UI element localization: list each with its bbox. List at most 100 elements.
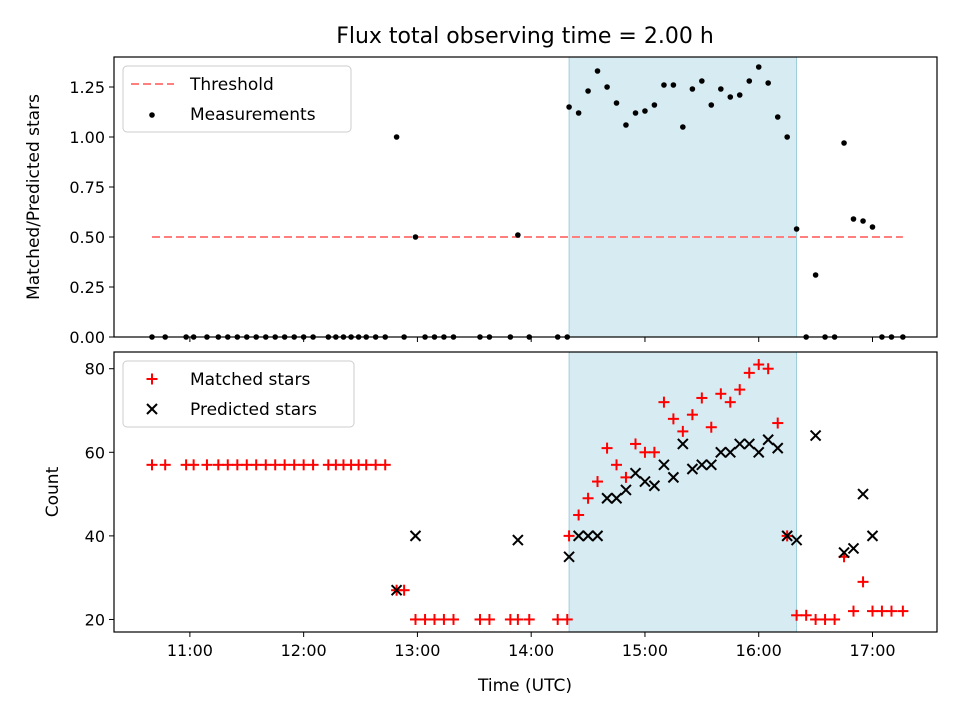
cross-b	[686, 463, 699, 475]
matched-star-point	[677, 425, 689, 437]
measurement-point	[774, 114, 781, 120]
cross-b	[753, 446, 765, 459]
measurement-point	[793, 226, 800, 232]
matched-star-point	[438, 613, 450, 625]
predicted-star-point	[838, 546, 850, 559]
matched-star-point	[212, 459, 224, 471]
cross-b	[705, 459, 717, 471]
measurement-point	[604, 84, 610, 90]
legend-measurements-label: Measurements	[190, 105, 316, 125]
cross-b	[743, 438, 755, 450]
matched-star-point	[159, 459, 171, 471]
matched-star-point	[696, 392, 708, 404]
legend-plus-marker	[146, 373, 158, 385]
matched-star-point	[279, 459, 291, 471]
measurement-point	[765, 80, 771, 86]
matched-star-point	[791, 609, 803, 621]
matched-star-point	[819, 613, 831, 625]
predicted-star-point	[390, 584, 403, 596]
cross-b	[847, 542, 860, 555]
legend-cross-marker	[146, 403, 158, 415]
measurement-point	[689, 86, 696, 92]
predicted-star-point	[734, 438, 746, 450]
bottom-axis-ticks: 20 40 60 80 11:00 12:00 13:00 14:00 15:00 16:00 17…	[85, 360, 896, 660]
measurement-point	[680, 124, 686, 130]
x-tick-label: 16:00	[736, 641, 782, 660]
matched-star-point	[428, 613, 440, 625]
predicted-star-point	[629, 467, 642, 479]
matched-star-point	[620, 471, 632, 483]
matched-star-point	[379, 459, 391, 471]
matched-star-point	[876, 605, 888, 617]
matched-star-point	[601, 442, 613, 454]
measurement-point	[412, 234, 419, 240]
y-tick-label: 0.25	[69, 278, 105, 297]
y-tick-label: 0.75	[69, 178, 105, 197]
cross-b	[146, 403, 158, 415]
matched-star-point	[667, 413, 679, 425]
y-tick-label: 80	[85, 360, 105, 379]
matched-star-point	[222, 459, 234, 471]
legend-predicted-swatch	[146, 403, 158, 415]
cross-b	[591, 530, 604, 542]
predicted-star-point	[847, 542, 860, 555]
measurement-point	[699, 78, 705, 84]
predicted-star-point	[790, 534, 803, 546]
x-tick-label: 12:00	[281, 641, 327, 660]
matched-star-point	[611, 459, 623, 471]
matched-star-point	[307, 459, 319, 471]
matched-star-point	[715, 388, 727, 400]
predicted-star-point	[582, 530, 594, 542]
matched-star-point	[897, 605, 909, 617]
matched-star-point	[146, 459, 158, 471]
cross-b	[762, 434, 774, 446]
cross-b	[610, 492, 623, 504]
matched-star-point	[658, 396, 670, 408]
predicted-star-point	[715, 446, 727, 459]
predicted-star-point	[781, 530, 793, 542]
matched-star-point	[734, 384, 746, 396]
matched-star-point	[829, 613, 841, 625]
matched-star-point	[409, 613, 421, 625]
x-tick-label: 14:00	[508, 641, 554, 660]
matched-star-point	[563, 530, 575, 542]
cross-b	[677, 438, 689, 450]
cross-b	[724, 446, 736, 459]
predicted-star-point	[857, 488, 869, 500]
measurement-point	[718, 86, 724, 92]
predicted-star-point	[677, 438, 689, 450]
predicted-star-point	[686, 463, 699, 475]
y-tick-label: 1.00	[69, 128, 105, 147]
bottom-legend-box	[122, 360, 355, 428]
x-tick-label: 11:00	[167, 641, 213, 660]
bottom-plot-frame	[113, 351, 938, 633]
measurement-point	[812, 272, 819, 278]
cross-b	[582, 530, 594, 542]
legend-threshold-label: Threshold	[189, 75, 274, 95]
predicted-star-point	[772, 442, 784, 454]
matched-star-point	[398, 584, 410, 596]
predicted-star-point	[658, 459, 670, 471]
predicted-star-point	[409, 530, 422, 542]
measurement-point	[661, 82, 667, 88]
x-tick-label: 15:00	[622, 641, 668, 660]
cross-b	[572, 530, 585, 542]
top-plot-frame	[113, 56, 938, 338]
y-tick-label: 20	[85, 610, 105, 629]
measurement-point	[594, 68, 601, 74]
x-axis-label: Time (UTC)	[477, 676, 572, 696]
matched-star-point	[866, 605, 878, 617]
matched-star-point	[705, 421, 717, 433]
bottom-legend: Matched stars Predicted stars	[122, 360, 355, 428]
matched-star-point	[573, 509, 585, 521]
measurement-point	[566, 104, 572, 110]
measurement-point	[708, 102, 715, 108]
matched-star-point	[474, 613, 486, 625]
predicted-star-point	[743, 438, 755, 450]
cross-b	[667, 471, 680, 484]
cross-b	[648, 480, 661, 492]
matched-star-point	[686, 409, 698, 421]
cross-b	[857, 488, 869, 500]
predicted-star-point	[753, 446, 765, 459]
